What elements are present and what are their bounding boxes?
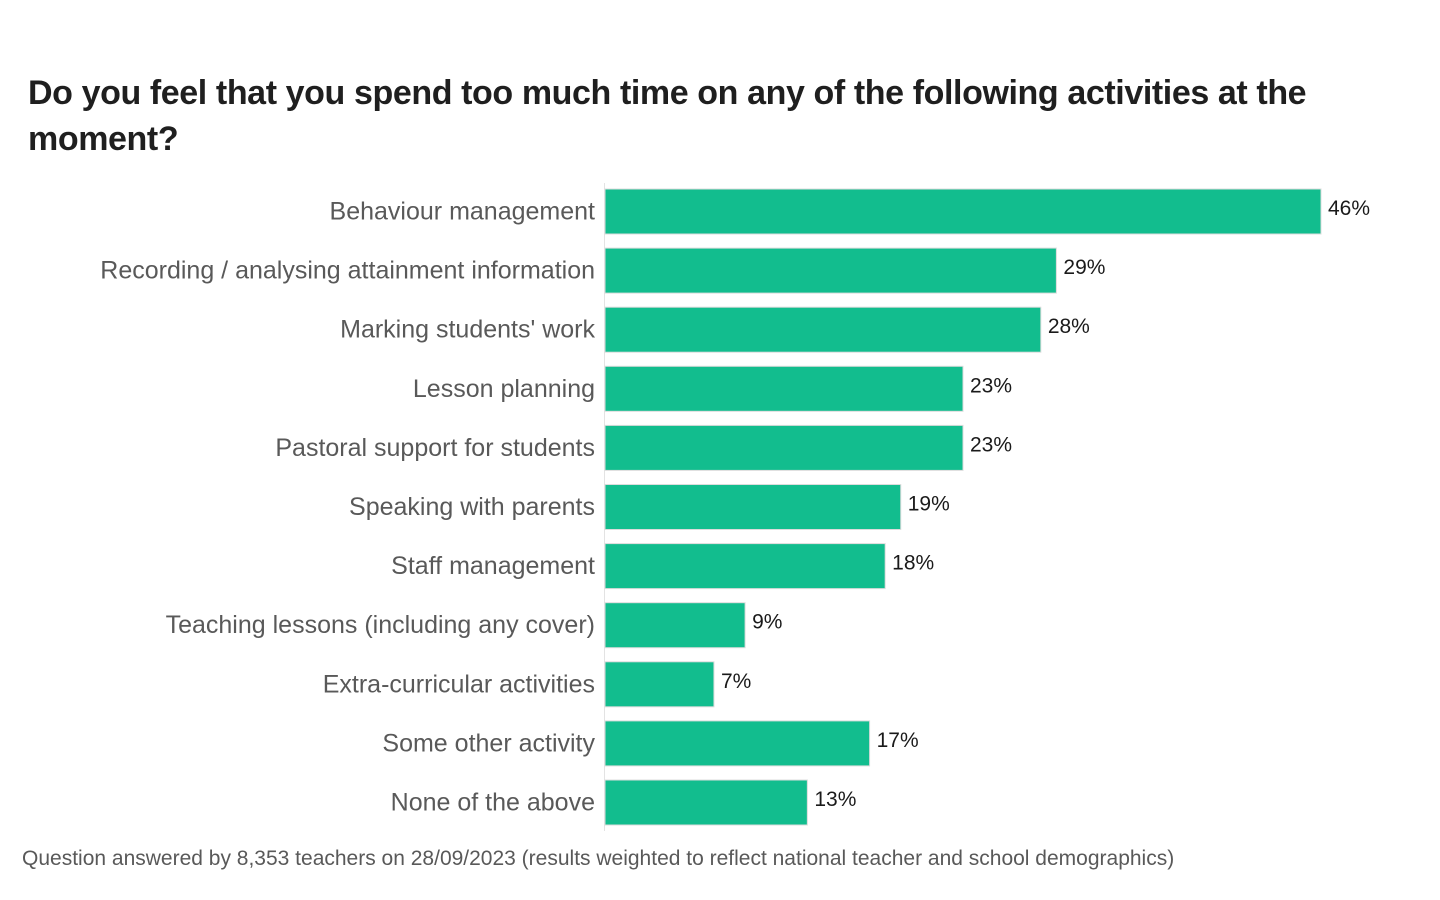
value-label: 7% (721, 670, 751, 693)
category-label: Some other activity (382, 729, 595, 757)
bar (604, 484, 902, 530)
category-label: Pastoral support for students (275, 434, 595, 462)
bar (604, 602, 746, 649)
value-label: 23% (970, 433, 1012, 456)
category-label: None of the above (391, 789, 595, 817)
bar (604, 720, 871, 767)
value-label: 17% (877, 729, 919, 752)
bar (604, 779, 808, 826)
value-label: 9% (752, 611, 782, 634)
bar (604, 424, 964, 471)
category-label: Extra-curricular activities (323, 670, 595, 698)
chart-title: Do you feel that you spend too much time… (28, 74, 1307, 158)
bar (604, 543, 886, 590)
category-label: Speaking with parents (349, 493, 595, 521)
bar (604, 247, 1057, 294)
bar (604, 365, 964, 412)
value-label: 18% (892, 552, 934, 575)
category-label: Marking students' work (340, 316, 595, 344)
value-label: 19% (908, 493, 950, 516)
value-label: 13% (814, 788, 856, 811)
bar (604, 188, 1322, 235)
bars-layer: Behaviour management 46% Recording / analy… (100, 183, 1370, 831)
chart-footnote: Question answered by 8,353 teachers on 2… (22, 847, 1175, 870)
bar (604, 306, 1042, 353)
value-label: 46% (1328, 197, 1370, 220)
category-label: Lesson planning (413, 375, 595, 403)
category-label: Teaching lessons (including any cover) (166, 611, 595, 639)
value-label: 29% (1063, 256, 1105, 279)
category-label: Staff management (391, 552, 595, 580)
bar (604, 661, 715, 708)
category-label: Behaviour management (330, 198, 595, 226)
value-label: 28% (1048, 315, 1090, 338)
value-label: 23% (970, 374, 1012, 397)
category-label: Recording / analysing attainment informa… (100, 257, 595, 285)
